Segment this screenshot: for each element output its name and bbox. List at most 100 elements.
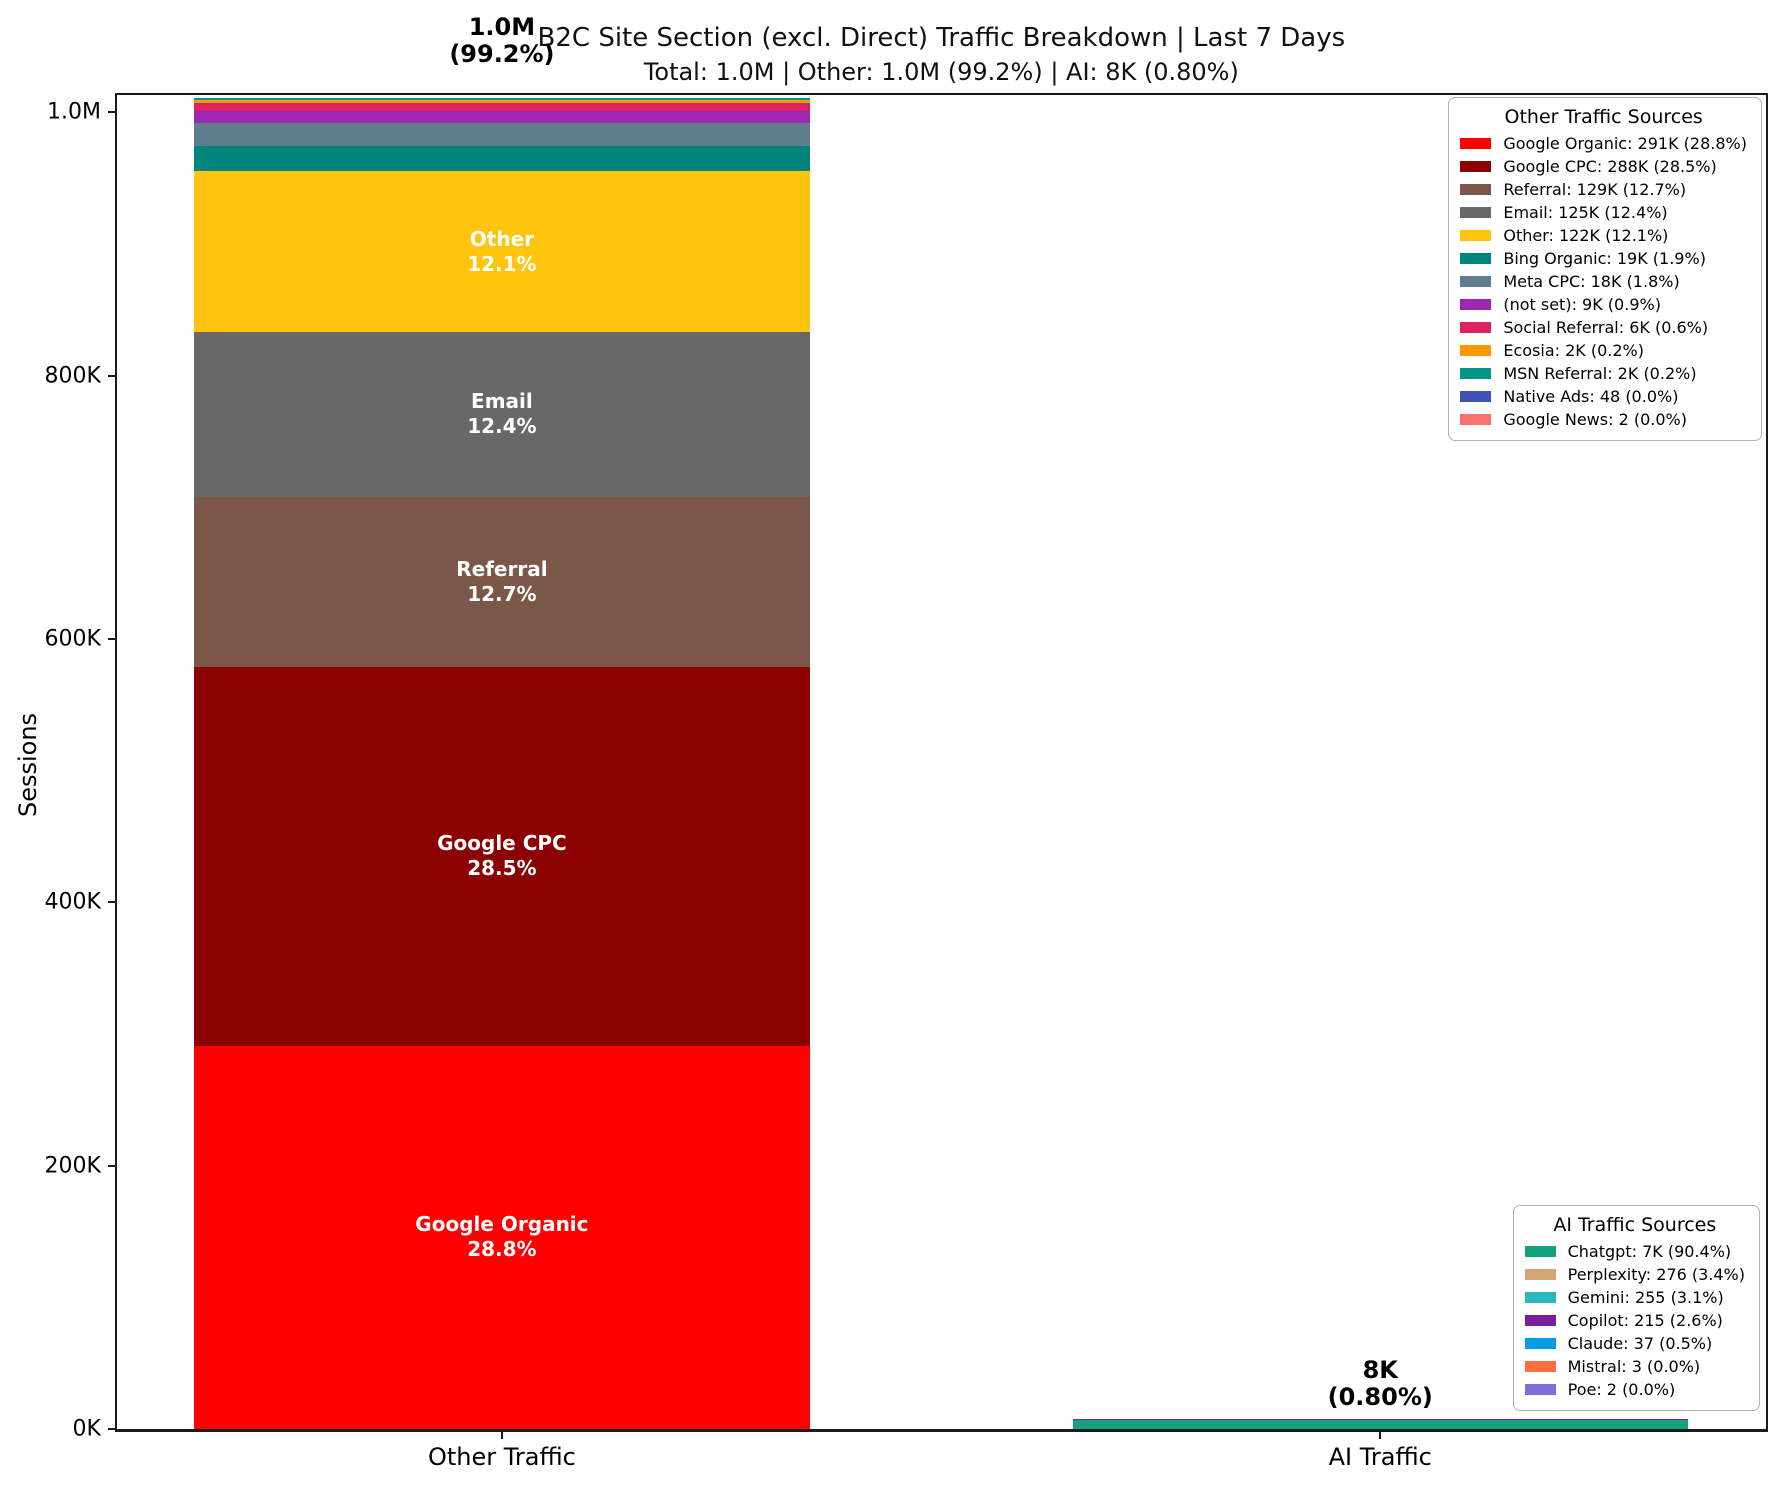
chart-title: B2C Site Section (excl. Direct) Traffic … (537, 23, 1346, 53)
y-axis-label: Sessions (14, 712, 42, 818)
y-tick-mark (107, 1428, 117, 1431)
legend-label: Meta CPC: 18K (1.8%) (1503, 272, 1680, 291)
y-tick-label: 200K (44, 1153, 101, 1179)
bar-segment-google-organic (193, 1045, 811, 1430)
legend-label: Chatgpt: 7K (90.4%) (1567, 1242, 1732, 1261)
legend-swatch-gemini (1524, 1292, 1556, 1303)
legend-item-google-organic: Google Organic: 291K (28.8%) (1460, 132, 1747, 155)
legend-label: Google Organic: 291K (28.8%) (1503, 134, 1747, 153)
y-tick-label: 0K (72, 1416, 101, 1442)
y-tick-mark (107, 637, 117, 640)
segment-label-google-organic: Google Organic 28.8% (415, 1212, 589, 1262)
legend-item-msn-referral: MSN Referral: 2K (0.2%) (1460, 362, 1747, 385)
legend-title: AI Traffic Sources (1553, 1214, 1717, 1236)
y-tick-label: 800K (44, 363, 101, 389)
legend-swatch-ecosia (1460, 345, 1492, 356)
bar-segment-other (193, 171, 811, 333)
legend-ai-traffic-sources: AI Traffic Sources Chatgpt: 7K (90.4%) Pe… (1512, 1205, 1760, 1411)
y-tick-mark (107, 111, 117, 114)
legend-label: Google News: 2 (0.0%) (1503, 410, 1687, 429)
segment-label-email: Email 12.4% (467, 389, 537, 439)
legend-item-native-ads: Native Ads: 48 (0.0%) (1460, 385, 1747, 408)
legend-swatch-social-referral (1460, 322, 1492, 333)
legend-label: Poe: 2 (0.0%) (1567, 1380, 1676, 1399)
y-tick-mark (107, 901, 117, 904)
legend-swatch-google-news (1460, 414, 1492, 425)
legend-label: Mistral: 3 (0.0%) (1567, 1357, 1701, 1376)
bar-segment-social-referral (193, 102, 811, 111)
legend-swatch-copilot (1524, 1315, 1556, 1326)
x-tick-label-ai-traffic: AI Traffic (1328, 1443, 1432, 1472)
legend-swatch-msn-referral (1460, 368, 1492, 379)
legend-swatch-not-set (1460, 299, 1492, 310)
legend-item-claude: Claude: 37 (0.5%) (1524, 1332, 1745, 1355)
legend-label: Bing Organic: 19K (1.9%) (1503, 249, 1706, 268)
legend-item-not-set: (not set): 9K (0.9%) (1460, 293, 1747, 316)
bar-segment-not-set (193, 110, 811, 123)
legend-label: Google CPC: 288K (28.5%) (1503, 157, 1717, 176)
legend-swatch-chatgpt (1524, 1246, 1556, 1257)
legend-other-traffic-sources: Other Traffic Sources Google Organic: 29… (1448, 97, 1762, 441)
legend-swatch-mistral (1524, 1361, 1556, 1372)
bar-segment-google-cpc (193, 666, 811, 1046)
legend-swatch-google-organic (1460, 138, 1492, 149)
chart-header: B2C Site Section (excl. Direct) Traffic … (115, 22, 1768, 87)
bar-segment-referral (193, 496, 811, 667)
legend-items: Chatgpt: 7K (90.4%) Perplexity: 276 (3.4%… (1524, 1240, 1745, 1401)
legend-item-google-news: Google News: 2 (0.0%) (1460, 408, 1747, 431)
legend-swatch-google-cpc (1460, 161, 1492, 172)
y-tick-mark (107, 374, 117, 377)
bar-segment-ecosia (193, 100, 811, 103)
legend-items: Google Organic: 291K (28.8%) Google CPC: … (1460, 132, 1747, 431)
legend-item-bing-organic: Bing Organic: 19K (1.9%) (1460, 247, 1747, 270)
legend-swatch-claude (1524, 1338, 1556, 1349)
bar-segment-meta-cpc (193, 122, 811, 147)
legend-title: Other Traffic Sources (1504, 106, 1703, 128)
bar-ai-traffic (1072, 95, 1688, 1430)
legend-swatch-referral (1460, 184, 1492, 195)
y-tick-label: 600K (44, 626, 101, 652)
legend-label: Perplexity: 276 (3.4%) (1567, 1265, 1745, 1284)
bar-segment-chatgpt (1072, 1419, 1688, 1430)
segment-label-google-cpc: Google CPC 28.5% (437, 831, 567, 881)
y-tick-label: 400K (44, 889, 101, 915)
bar-total-annotation-ai-traffic: 8K (0.80%) (1327, 1355, 1433, 1411)
x-tick-label-other-traffic: Other Traffic (427, 1443, 576, 1472)
legend-item-meta-cpc: Meta CPC: 18K (1.8%) (1460, 270, 1747, 293)
legend-item-chatgpt: Chatgpt: 7K (90.4%) (1524, 1240, 1745, 1263)
legend-label: Social Referral: 6K (0.6%) (1503, 318, 1709, 337)
bar-total-annotation-other-traffic: 1.0M (99.2%) (449, 12, 555, 68)
segment-label-other: Other 12.1% (467, 226, 537, 276)
x-tick-mark (1379, 1429, 1382, 1440)
bar-segment-msn-referral (193, 97, 811, 101)
segment-label-referral: Referral 12.7% (456, 556, 548, 606)
legend-label: Native Ads: 48 (0.0%) (1503, 387, 1679, 406)
legend-item-social-referral: Social Referral: 6K (0.6%) (1460, 316, 1747, 339)
legend-item-mistral: Mistral: 3 (0.0%) (1524, 1355, 1745, 1378)
chart-subtitle: Total: 1.0M | Other: 1.0M (99.2%) | AI: … (643, 57, 1239, 86)
legend-label: Copilot: 215 (2.6%) (1567, 1311, 1723, 1330)
legend-item-referral: Referral: 129K (12.7%) (1460, 178, 1747, 201)
legend-label: Email: 125K (12.4%) (1503, 203, 1668, 222)
legend-item-other: Other: 122K (12.1%) (1460, 224, 1747, 247)
legend-label: MSN Referral: 2K (0.2%) (1503, 364, 1697, 383)
legend-item-perplexity: Perplexity: 276 (3.4%) (1524, 1263, 1745, 1286)
bar-other-traffic: Google Organic 28.8% Google CPC 28.5% Referr… (193, 95, 811, 1430)
bar-segment-bing-organic (193, 146, 811, 172)
legend-swatch-email (1460, 207, 1492, 218)
legend-item-copilot: Copilot: 215 (2.6%) (1524, 1309, 1745, 1332)
legend-swatch-meta-cpc (1460, 276, 1492, 287)
x-tick-mark (500, 1429, 503, 1440)
legend-swatch-perplexity (1524, 1269, 1556, 1280)
legend-swatch-poe (1524, 1384, 1556, 1395)
y-tick-label: 1.0M (46, 99, 101, 125)
legend-item-google-cpc: Google CPC: 288K (28.5%) (1460, 155, 1747, 178)
legend-label: Gemini: 255 (3.1%) (1567, 1288, 1724, 1307)
legend-swatch-other (1460, 230, 1492, 241)
legend-label: Referral: 129K (12.7%) (1503, 180, 1687, 199)
legend-label: Ecosia: 2K (0.2%) (1503, 341, 1644, 360)
legend-label: Claude: 37 (0.5%) (1567, 1334, 1713, 1353)
legend-label: Other: 122K (12.1%) (1503, 226, 1669, 245)
legend-item-gemini: Gemini: 255 (3.1%) (1524, 1286, 1745, 1309)
